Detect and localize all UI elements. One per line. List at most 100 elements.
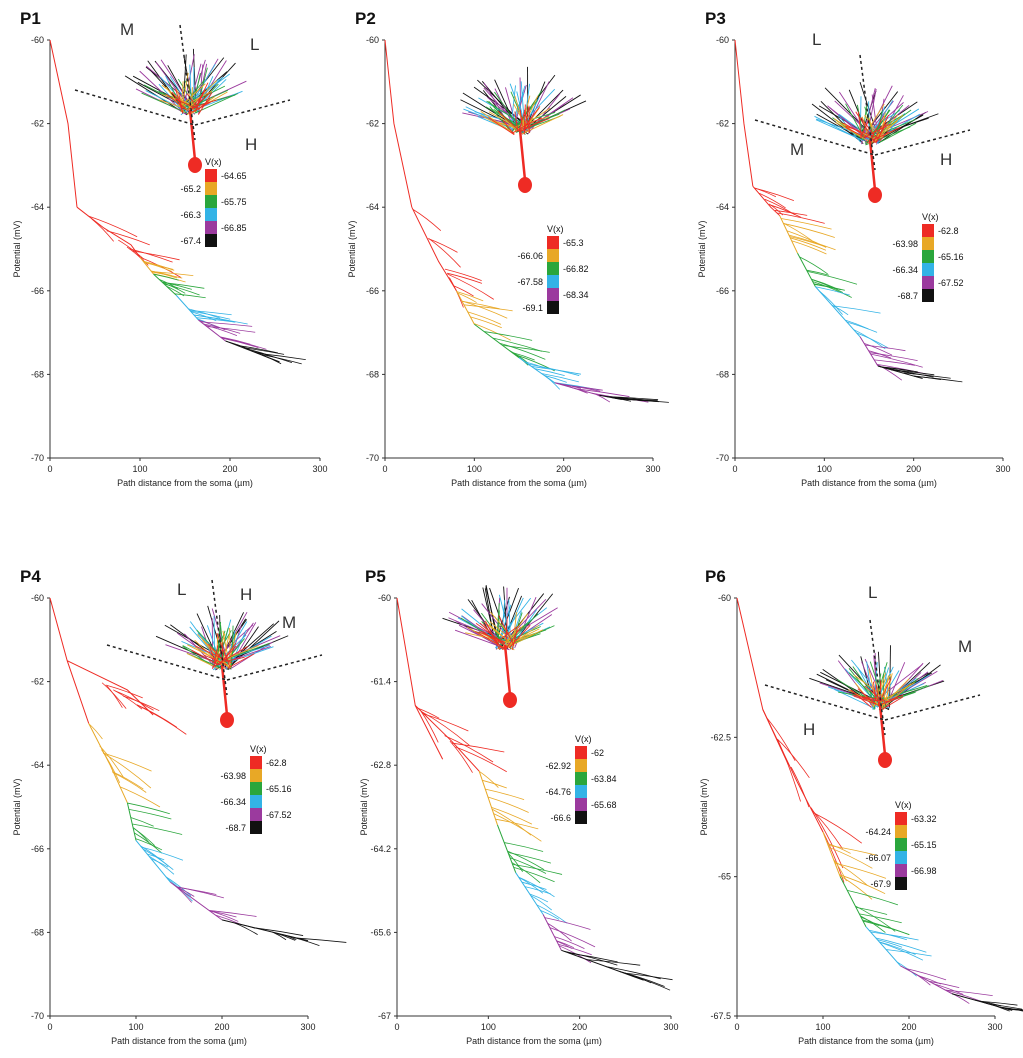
- branch-line: [587, 959, 641, 966]
- branch-line: [885, 949, 932, 957]
- legend-swatch-cyan: [895, 851, 907, 864]
- dendrite-line: [872, 126, 882, 144]
- trunk-line: [396, 597, 444, 760]
- region-label: M: [790, 140, 804, 159]
- branch-line: [544, 375, 567, 383]
- branch-line: [859, 913, 902, 924]
- legend-swatch-red: [895, 812, 907, 825]
- series-green: [474, 323, 555, 372]
- trunk-line: [49, 597, 90, 724]
- series-line: [859, 336, 879, 367]
- branch-line: [106, 685, 123, 708]
- branch-line: [88, 723, 103, 740]
- series-line: [542, 914, 562, 951]
- legend-title: V(x): [895, 800, 912, 810]
- y-axis-title: Potential (mV): [359, 778, 369, 835]
- x-tick-label: 100: [815, 1022, 830, 1032]
- legend-value: -68.34: [563, 290, 589, 300]
- branch-line: [847, 889, 899, 906]
- branch-line: [790, 237, 827, 251]
- legend-swatch-cyan: [205, 208, 217, 221]
- branch-line: [444, 735, 494, 763]
- legend-value: -63.84: [591, 774, 617, 784]
- branch-line: [868, 929, 907, 941]
- branch-line: [492, 337, 543, 352]
- region-label: M: [120, 20, 134, 39]
- dendrite-line: [888, 662, 906, 701]
- branch-line: [245, 348, 270, 356]
- dendrite-line: [505, 613, 529, 646]
- legend-swatch-cyan: [922, 263, 934, 276]
- branch-line: [504, 842, 544, 852]
- y-tick-label: -65.6: [370, 927, 391, 937]
- y-tick-label: -62.5: [710, 732, 731, 742]
- series-line: [762, 709, 824, 833]
- dendrite-line: [155, 62, 195, 115]
- x-axis-title: Path distance from the soma (µm): [111, 1036, 247, 1046]
- y-tick-label: -67.5: [710, 1011, 731, 1021]
- dendrite-line: [493, 120, 529, 132]
- x-tick-label: 100: [128, 1022, 143, 1032]
- x-tick-label: 0: [732, 464, 737, 474]
- branch-line: [774, 210, 808, 216]
- legend-swatch-black: [895, 877, 907, 890]
- region-boundary: [226, 654, 323, 681]
- branch-line: [576, 388, 630, 397]
- legend-value: -62.92: [545, 761, 571, 771]
- branch-line: [102, 752, 152, 772]
- legend-value: -65.15: [911, 840, 937, 850]
- branch-line: [420, 711, 439, 743]
- region-label: H: [803, 720, 815, 739]
- panel-label: P4: [20, 567, 41, 586]
- branch-line: [948, 991, 970, 1004]
- region-label: H: [940, 150, 952, 169]
- branch-line: [463, 304, 513, 312]
- branch-line: [789, 236, 826, 248]
- branch-line: [905, 968, 947, 981]
- branch-line: [877, 939, 903, 948]
- branch-line: [174, 293, 206, 299]
- legend-value: -65.16: [266, 784, 292, 794]
- x-tick-label: 200: [222, 464, 237, 474]
- legend-swatch-orange: [205, 182, 217, 195]
- legend: V(x) -64.24 -66.07 -67.9 -63.32 -65.15 -66.98: [865, 800, 937, 890]
- series-black: [225, 340, 306, 365]
- series-green: [153, 273, 206, 299]
- series-cyan: [175, 294, 248, 329]
- y-tick-label: -64: [716, 202, 729, 212]
- y-tick-label: -70: [31, 1011, 44, 1021]
- branch-line: [766, 717, 796, 762]
- y-tick-label: -64.2: [370, 844, 391, 854]
- y-tick-label: -60: [716, 35, 729, 45]
- dendrite-trunk: [878, 704, 887, 756]
- dendrite-line: [489, 621, 513, 641]
- y-tick-label: -68: [716, 369, 729, 379]
- branch-line: [130, 817, 154, 827]
- legend-value: -67.52: [938, 278, 964, 288]
- branch-line: [162, 281, 192, 290]
- branch-line: [839, 875, 873, 900]
- branch-line: [833, 858, 847, 882]
- legend-swatch-purple: [250, 808, 262, 821]
- series-black: [877, 365, 963, 383]
- dendrite-line: [222, 635, 230, 663]
- branch-line: [569, 386, 588, 394]
- branch-line: [777, 738, 810, 779]
- y-tick-label: -68: [366, 369, 379, 379]
- series-line: [411, 206, 457, 292]
- dendrite-line: [881, 696, 904, 711]
- legend: V(x) -63.98 -66.34 -68.7 -62.8 -65.16 -67.52: [220, 744, 292, 834]
- branch-line: [101, 682, 127, 709]
- soma: [878, 752, 892, 768]
- dendrite-line: [505, 616, 508, 641]
- branch-line: [845, 319, 869, 330]
- branch-line: [148, 855, 175, 875]
- dendrite-line: [515, 116, 550, 128]
- branch-line: [875, 937, 927, 953]
- region-label: L: [177, 580, 186, 599]
- branch-line: [255, 927, 304, 936]
- branch-line: [444, 268, 482, 281]
- legend-swatch-purple: [895, 864, 907, 877]
- y-tick-label: -60: [366, 35, 379, 45]
- legend-swatch-purple: [575, 798, 587, 811]
